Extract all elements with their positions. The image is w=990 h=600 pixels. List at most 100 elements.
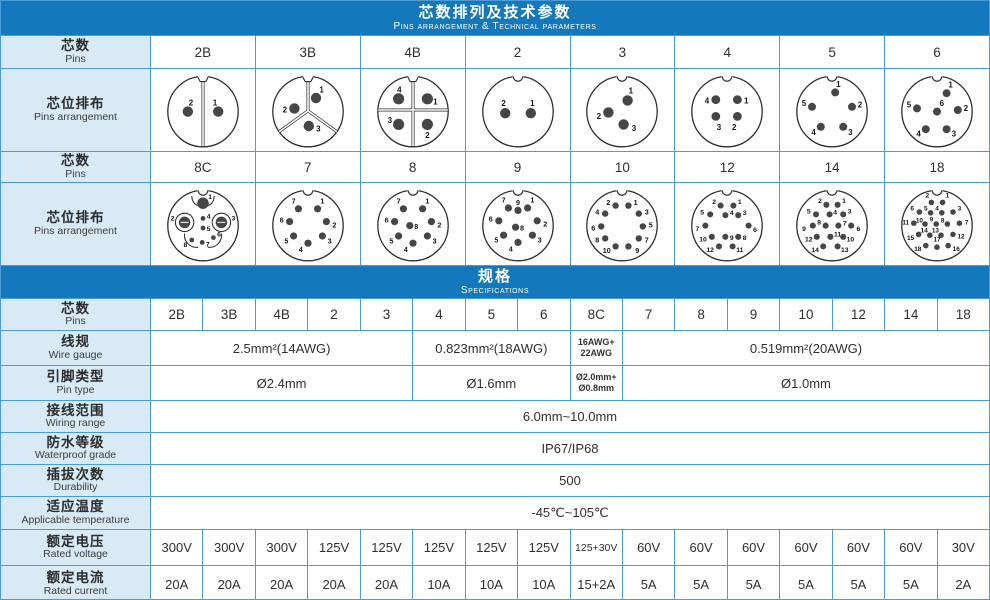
- pin-type-value-0: Ø2.4mm: [151, 366, 413, 400]
- arr-row-0-label-zh: 芯数: [61, 38, 90, 54]
- svg-text:5: 5: [284, 236, 288, 245]
- main-header: 芯数排列及技术参数 Pins arrangement & Technical p…: [1, 1, 989, 35]
- waterproof-grade-value-0: IP67/IP68: [151, 433, 989, 464]
- svg-text:2: 2: [437, 220, 441, 229]
- svg-text:3: 3: [327, 236, 331, 245]
- rated-voltage-value-1: 300V: [203, 530, 255, 565]
- pin-type-label-zh: 引脚类型: [46, 369, 105, 385]
- wiring-range-label-en: Wiring range: [45, 417, 106, 430]
- wiring-range-label-zh: 接线范围: [46, 402, 105, 418]
- pins-header-3b: 3B: [255, 36, 360, 68]
- spec-pins-label-zh: 芯数: [61, 300, 90, 316]
- svg-text:4: 4: [299, 245, 303, 254]
- arr-row-1-label: 芯位排布 Pins arrangement: [1, 69, 150, 151]
- wire-gauge-value-1: 0.823mm²(18AWG): [413, 331, 570, 365]
- spec-col-12: 12: [832, 299, 885, 330]
- connector-5-diagram: 1 2 3 4 5: [780, 69, 885, 151]
- rated-voltage-value-0: 300V: [151, 530, 203, 565]
- arr-row-1-label-en: Pins arrangement: [34, 110, 117, 123]
- svg-text:2: 2: [858, 101, 863, 110]
- arr-row-0-label: 芯数 Pins: [1, 36, 150, 68]
- svg-text:6: 6: [910, 205, 914, 212]
- rated-voltage-value-15: 30V: [937, 530, 989, 565]
- svg-text:13: 13: [932, 228, 940, 235]
- pin-type-value-3: Ø1.0mm: [622, 366, 989, 400]
- svg-text:4: 4: [508, 244, 512, 253]
- pins-header-8c: 8C: [151, 152, 255, 182]
- spec-col-8: 8: [675, 299, 727, 330]
- wire-gauge-label-en: Wire gauge: [48, 348, 103, 361]
- rated-voltage-label-en: Rated voltage: [43, 548, 108, 561]
- rated-current-label-en: Rated current: [43, 584, 108, 597]
- svg-text:4: 4: [403, 245, 407, 254]
- svg-text:9: 9: [516, 198, 520, 207]
- svg-text:2: 2: [597, 112, 602, 121]
- svg-text:10: 10: [603, 246, 611, 255]
- svg-text:7: 7: [291, 196, 295, 205]
- pins-header-6: 6: [885, 36, 989, 68]
- svg-text:6: 6: [279, 216, 283, 225]
- svg-text:2: 2: [189, 98, 194, 107]
- svg-text:1: 1: [629, 86, 634, 95]
- arr-row-2-label-en: Pins: [65, 167, 86, 180]
- svg-text:5: 5: [907, 101, 912, 110]
- svg-text:2: 2: [332, 220, 336, 229]
- waterproof-grade-label-en: Waterproof grade: [34, 449, 117, 462]
- rated-voltage-value-7: 125V: [518, 530, 570, 565]
- arrangement-table: 芯数 Pins 2B 3B 4B 2 3 4 5 6 芯位排布 Pins arrangement 2 1 1…: [1, 35, 989, 266]
- svg-text:1: 1: [213, 98, 218, 107]
- svg-text:5: 5: [802, 99, 807, 108]
- rated-current-value-10: 5A: [675, 566, 727, 599]
- rated-current-label: 额定电流 Rated current: [1, 566, 150, 599]
- svg-text:3: 3: [387, 116, 392, 125]
- connector-10-diagram: 2 1 4 3 6 5 8 7 10 9: [570, 183, 675, 265]
- spec-table: 芯数 Pins 2B 3B 4B 2 3 4 5 6 8C 7 8 9 10 12 14 18 线规 Wire gau…: [1, 298, 989, 599]
- pins-header-3: 3: [570, 36, 675, 68]
- spec-col-6: 6: [518, 299, 570, 330]
- pin-type-label-en: Pin type: [56, 383, 95, 396]
- svg-text:4: 4: [730, 210, 734, 217]
- durability-label-en: Durability: [53, 481, 98, 494]
- pins-header-8: 8: [360, 152, 465, 182]
- svg-text:1: 1: [842, 198, 846, 205]
- connector-14-diagram: 2 1 5 4 3 9 8 7 6 12 11 10 14 13: [780, 183, 885, 265]
- svg-text:7: 7: [206, 241, 210, 248]
- waterproof-grade-label-zh: 防水等级: [46, 434, 105, 450]
- pins-header-7: 7: [255, 152, 360, 182]
- arr-row-3-label-en: Pins arrangement: [34, 224, 117, 237]
- svg-text:4: 4: [812, 128, 817, 137]
- svg-text:3: 3: [848, 128, 853, 137]
- arr-row-2-label-zh: 芯数: [61, 153, 90, 169]
- pins-header-18: 18: [885, 152, 989, 182]
- connector-4b-diagram: 4 1 3 2: [360, 69, 465, 151]
- spec-col-9: 9: [727, 299, 780, 330]
- connector-9-diagram: 7 1 6 2 5 3 4 8 9: [465, 183, 570, 265]
- svg-text:3: 3: [958, 205, 962, 212]
- applicable-temperature-label-en: Applicable temperature: [21, 513, 130, 526]
- rated-voltage-value-9: 60V: [622, 530, 675, 565]
- svg-text:3: 3: [432, 236, 436, 245]
- svg-text:11: 11: [834, 232, 841, 239]
- svg-text:2: 2: [171, 216, 175, 223]
- svg-text:8: 8: [941, 217, 945, 224]
- svg-text:1: 1: [946, 193, 950, 200]
- svg-text:7: 7: [501, 196, 505, 205]
- spec-col-5: 5: [465, 299, 518, 330]
- rated-voltage-value-2: 300V: [255, 530, 308, 565]
- spec-col-2b: 2B: [151, 299, 203, 330]
- spec-pins-label: 芯数 Pins: [1, 299, 150, 330]
- pins-header-12: 12: [675, 152, 780, 182]
- spec-col-7: 7: [622, 299, 675, 330]
- connector-3-diagram: 1 2 3: [570, 69, 675, 151]
- svg-text:2: 2: [501, 99, 506, 108]
- svg-text:1: 1: [530, 99, 535, 108]
- svg-text:2: 2: [607, 198, 611, 207]
- rated-voltage-value-11: 60V: [727, 530, 780, 565]
- svg-text:7: 7: [696, 226, 700, 233]
- svg-text:15: 15: [907, 235, 915, 242]
- waterproof-grade-label: 防水等级 Waterproof grade: [1, 433, 150, 464]
- connector-18-diagram: 2 1 6 5 4 3 11 10 9 8 7 15 14 13 12 18 17 16: [885, 183, 989, 265]
- svg-text:14: 14: [921, 228, 929, 235]
